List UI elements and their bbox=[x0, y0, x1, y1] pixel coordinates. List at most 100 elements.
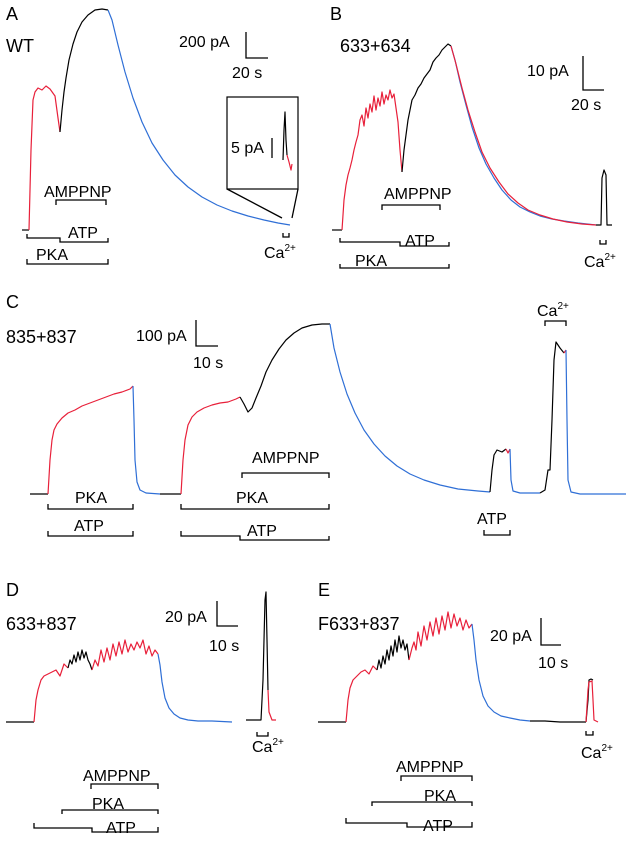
panel-c-trace1-red bbox=[47, 385, 134, 495]
panel-e-ca-sup: 2+ bbox=[601, 743, 613, 754]
panel-d-trace-red1 bbox=[33, 663, 69, 723]
panel-a-trace-black bbox=[59, 8, 109, 133]
panel-a-scale-bar bbox=[245, 32, 268, 59]
panel-b-scale-bar bbox=[582, 56, 604, 91]
panel-e-amppnp-bar bbox=[400, 775, 473, 781]
panel-d-scale-current: 20 pA bbox=[165, 609, 207, 626]
panel-c-pka2-label: PKA bbox=[236, 490, 268, 507]
panel-c-atp3-label: ATP bbox=[477, 511, 507, 528]
panel-e-letter: E bbox=[318, 580, 330, 600]
panel-d-trace-ca-red bbox=[267, 689, 276, 721]
panel-b-construct: 633+634 bbox=[340, 36, 411, 56]
panel-d-pka-label: PKA bbox=[92, 796, 124, 813]
panel-d-letter: D bbox=[6, 580, 19, 600]
panel-c-trace3-blue bbox=[509, 448, 540, 494]
panel-a-scale-time: 20 s bbox=[232, 65, 262, 82]
panel-d-ca-label: Ca2+ bbox=[252, 737, 284, 756]
panel-d-trace-blue bbox=[157, 653, 233, 723]
panel-e-ca-text: Ca bbox=[581, 745, 602, 762]
panel-e-scale-current: 20 pA bbox=[490, 628, 532, 645]
panel-a-ca-bar bbox=[282, 233, 290, 238]
panel-e-trace-red1 bbox=[345, 665, 378, 723]
panel-a-trace-blue bbox=[107, 9, 291, 226]
panel-b-trace-blue bbox=[450, 45, 597, 226]
panel-b-atp-label: ATP bbox=[405, 233, 435, 250]
panel-d-atp-label: ATP bbox=[106, 820, 136, 837]
panel-b-trace-red bbox=[341, 89, 403, 231]
panel-d-construct: 633+837 bbox=[6, 614, 77, 634]
panel-c-trace3-black bbox=[489, 448, 507, 493]
panel-c-atp1-bar bbox=[47, 531, 134, 537]
panel-c-atp1-label: ATP bbox=[74, 518, 104, 535]
panel-d-trace-red2 bbox=[91, 639, 159, 671]
panel-c-trace1-blue bbox=[132, 385, 161, 495]
panel-b-ca-bar bbox=[599, 240, 607, 245]
panel-c-letter: C bbox=[6, 292, 19, 312]
panel-b-pka-bar bbox=[339, 264, 450, 269]
panel-a: A WT 200 pA 20 s 5 pA AMPPNP ATP PKA Ca2… bbox=[6, 4, 299, 265]
panel-e-ca-label: Ca2+ bbox=[581, 743, 613, 762]
panel-c-trace2-blue bbox=[329, 323, 491, 493]
panel-d-atp-bar bbox=[33, 823, 159, 833]
panel-a-construct: WT bbox=[6, 36, 34, 56]
panel-e-trace-blue bbox=[471, 623, 531, 722]
panel-d-amppnp-bar bbox=[90, 783, 159, 789]
panel-e-pka-bar bbox=[371, 801, 473, 806]
panel-c-amppnp-bar bbox=[241, 472, 330, 478]
panel-c-ca-label: Ca2+ bbox=[537, 301, 569, 320]
panel-c-trace2-black bbox=[239, 323, 330, 413]
panel-a-inset-trace bbox=[282, 111, 288, 161]
panel-c-ca-sup: 2+ bbox=[557, 301, 569, 312]
panel-c-construct: 835+837 bbox=[6, 327, 77, 347]
panel-a-amppnp-label: AMPPNP bbox=[44, 184, 112, 201]
panel-c-trace4-black bbox=[539, 341, 565, 494]
panel-a-ca-sup: 2+ bbox=[284, 243, 296, 254]
panel-d-ca-bar bbox=[256, 732, 269, 737]
panel-b-ca-sup: 2+ bbox=[604, 252, 616, 263]
panel-c-amppnp-label: AMPPNP bbox=[252, 450, 320, 467]
panel-a-amppnp-bar bbox=[55, 199, 107, 205]
panel-a-atp-label: ATP bbox=[68, 225, 98, 242]
panel-c-atp2-bar bbox=[180, 531, 330, 541]
panel-d-pka-bar bbox=[61, 809, 159, 814]
panel-a-inset-scale: 5 pA bbox=[231, 140, 264, 157]
panel-a-inset-connector bbox=[226, 188, 299, 219]
panel-d-amppnp-label: AMPPNP bbox=[83, 768, 151, 785]
panel-e-pka-label: PKA bbox=[424, 788, 456, 805]
panel-c-scale-bar bbox=[195, 320, 218, 347]
panel-e-trace-black bbox=[376, 635, 410, 671]
panel-b: B 633+634 10 pA 20 s AMPPNP ATP PKA Ca2+ bbox=[330, 4, 616, 271]
panel-d: D 633+837 20 pA 10 s AMPPNP PKA ATP Ca2+ bbox=[6, 580, 284, 837]
panel-d-ca-sup: 2+ bbox=[272, 737, 284, 748]
panel-a-ca-label: Ca2+ bbox=[264, 243, 296, 262]
panel-d-ca-text: Ca bbox=[252, 739, 273, 756]
panel-e-construct: F633+837 bbox=[318, 614, 400, 634]
panel-b-scale-time: 20 s bbox=[571, 97, 601, 114]
panel-b-letter: B bbox=[330, 4, 342, 24]
panel-c-pka2-bar bbox=[180, 504, 330, 510]
panel-c-trace2-red bbox=[180, 396, 241, 495]
panel-a-trace-red bbox=[28, 85, 61, 231]
panel-b-amppnp-bar bbox=[381, 204, 441, 210]
panel-c-trace4-blue bbox=[565, 349, 626, 495]
panel-e: E F633+837 20 pA 10 s AMPPNP PKA ATP Ca2… bbox=[318, 580, 613, 835]
panel-d-scale-bar bbox=[216, 601, 238, 627]
panel-a-inset-trace-red bbox=[286, 154, 293, 171]
panel-e-scale-time: 10 s bbox=[538, 655, 568, 672]
panel-d-trace-black bbox=[67, 649, 93, 671]
panel-b-trace-black bbox=[401, 43, 452, 173]
panel-b-ca-text: Ca bbox=[584, 254, 605, 271]
panel-b-atp-bar bbox=[339, 238, 450, 247]
panel-e-scale-bar bbox=[540, 618, 561, 646]
panel-b-trace-ca-spike bbox=[596, 169, 612, 226]
panel-e-atp-label: ATP bbox=[423, 818, 453, 835]
panel-a-inset-box bbox=[226, 96, 299, 190]
panel-a-pka-bar bbox=[26, 259, 109, 265]
panel-c-atp3-bar bbox=[483, 530, 511, 536]
panel-c-scale-time: 10 s bbox=[193, 355, 223, 372]
panel-c-ca-text: Ca bbox=[537, 303, 558, 320]
panel-b-ca-label: Ca2+ bbox=[584, 252, 616, 271]
panel-b-trace-red-decay bbox=[450, 45, 597, 226]
panel-e-trace-red2 bbox=[408, 611, 473, 661]
